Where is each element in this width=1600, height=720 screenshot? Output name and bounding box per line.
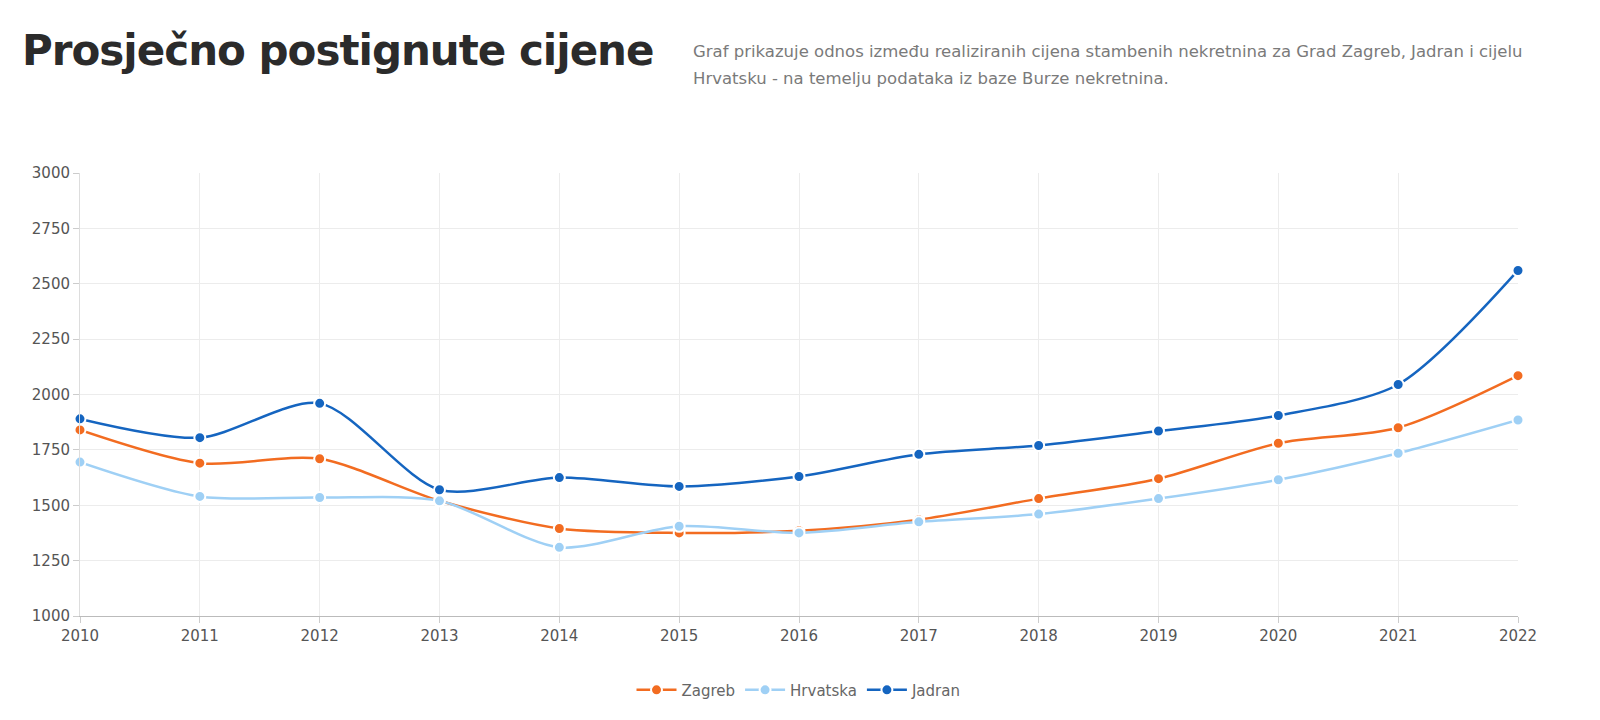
svg-text:1500: 1500 — [32, 497, 70, 515]
svg-text:2018: 2018 — [1020, 627, 1058, 645]
svg-text:2000: 2000 — [32, 386, 70, 404]
svg-text:2021: 2021 — [1379, 627, 1417, 645]
svg-text:1250: 1250 — [32, 552, 70, 570]
svg-text:Jadran: Jadran — [911, 682, 960, 700]
svg-text:2019: 2019 — [1139, 627, 1177, 645]
svg-text:1000: 1000 — [32, 607, 70, 625]
svg-text:3000: 3000 — [32, 164, 70, 182]
svg-text:2250: 2250 — [32, 330, 70, 348]
svg-text:2500: 2500 — [32, 275, 70, 293]
svg-text:Zagreb: Zagreb — [682, 682, 736, 700]
svg-text:2017: 2017 — [900, 627, 938, 645]
svg-text:2010: 2010 — [61, 627, 99, 645]
svg-text:Hrvatska: Hrvatska — [790, 682, 857, 700]
html-text:Graf prikazuje odnos između re: Graf prikazuje odnos između realiziranih… — [693, 42, 1523, 88]
svg-text:2022: 2022 — [1499, 627, 1537, 645]
svg-text:2750: 2750 — [32, 220, 70, 238]
svg-text:1750: 1750 — [32, 441, 70, 459]
svg-text:2015: 2015 — [660, 627, 698, 645]
svg-text:2016: 2016 — [780, 627, 818, 645]
svg-text:2020: 2020 — [1259, 627, 1297, 645]
svg-text:2014: 2014 — [540, 627, 578, 645]
svg-text:2011: 2011 — [181, 627, 219, 645]
svg-text:2012: 2012 — [301, 627, 339, 645]
html-text:Prosječno postignute cijene: Prosječno postignute cijene — [22, 26, 654, 75]
svg-text:2013: 2013 — [420, 627, 458, 645]
